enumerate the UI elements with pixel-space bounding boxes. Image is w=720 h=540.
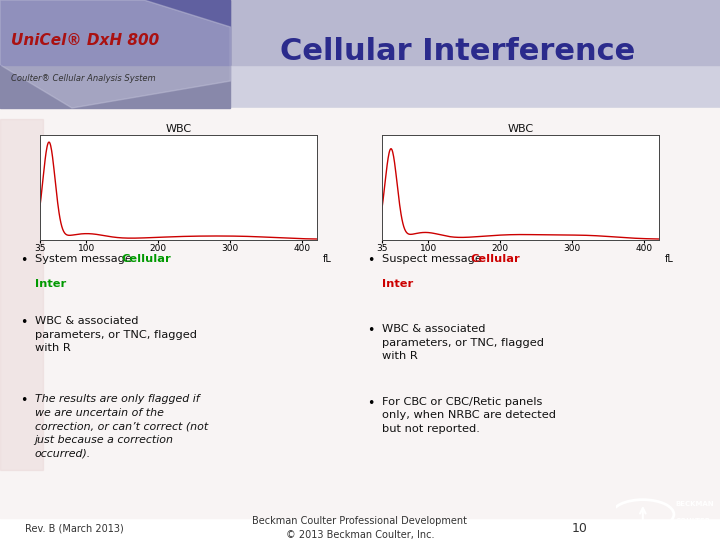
Text: Suspect message: Suspect message	[382, 254, 485, 264]
Text: fL: fL	[665, 254, 673, 264]
Text: •: •	[20, 316, 27, 329]
Bar	[0, 119, 43, 470]
Text: Beckman Coulter Professional Development
© 2013 Beckman Coulter, Inc.: Beckman Coulter Professional Development…	[253, 516, 467, 540]
Text: The results are only flagged if
we are uncertain of the
correction, or can’t cor: The results are only flagged if we are u…	[35, 394, 208, 458]
Text: BECKMAN: BECKMAN	[676, 501, 714, 507]
Text: •: •	[367, 324, 374, 337]
Polygon shape	[0, 0, 230, 108]
Text: •: •	[20, 394, 27, 407]
Bar	[0, 0, 720, 108]
Bar	[0, 0, 720, 65]
Text: WBC & associated
parameters, or TNC, flagged
with R: WBC & associated parameters, or TNC, fla…	[382, 324, 544, 361]
Text: Cellular Interference: Cellular Interference	[279, 37, 635, 66]
Bar	[0, 0, 230, 108]
Text: 10: 10	[572, 522, 588, 535]
Title: WBC: WBC	[165, 124, 192, 134]
Text: •: •	[367, 397, 374, 410]
Bar	[0, 108, 720, 518]
Text: System message: System message	[35, 254, 135, 264]
Text: •: •	[367, 254, 374, 267]
Text: Cellular: Cellular	[470, 254, 520, 264]
Text: Rev. B (March 2013): Rev. B (March 2013)	[25, 523, 124, 533]
Text: •: •	[20, 254, 27, 267]
Text: UniCel® DxH 800: UniCel® DxH 800	[11, 33, 159, 48]
Text: Inter: Inter	[35, 279, 66, 289]
Text: Inter: Inter	[382, 279, 413, 289]
Text: WBC & associated
parameters, or TNC, flagged
with R: WBC & associated parameters, or TNC, fla…	[35, 316, 197, 353]
Text: Cellular: Cellular	[121, 254, 171, 264]
Bar	[0, 0, 230, 65]
Text: fL: fL	[323, 254, 331, 264]
Text: For CBC or CBC/Retic panels
only, when NRBC are detected
but not reported.: For CBC or CBC/Retic panels only, when N…	[382, 397, 556, 434]
Text: Coulter® Cellular Analysis System: Coulter® Cellular Analysis System	[11, 74, 156, 83]
Text: COULTER: COULTER	[676, 518, 711, 524]
Title: WBC: WBC	[507, 124, 534, 134]
